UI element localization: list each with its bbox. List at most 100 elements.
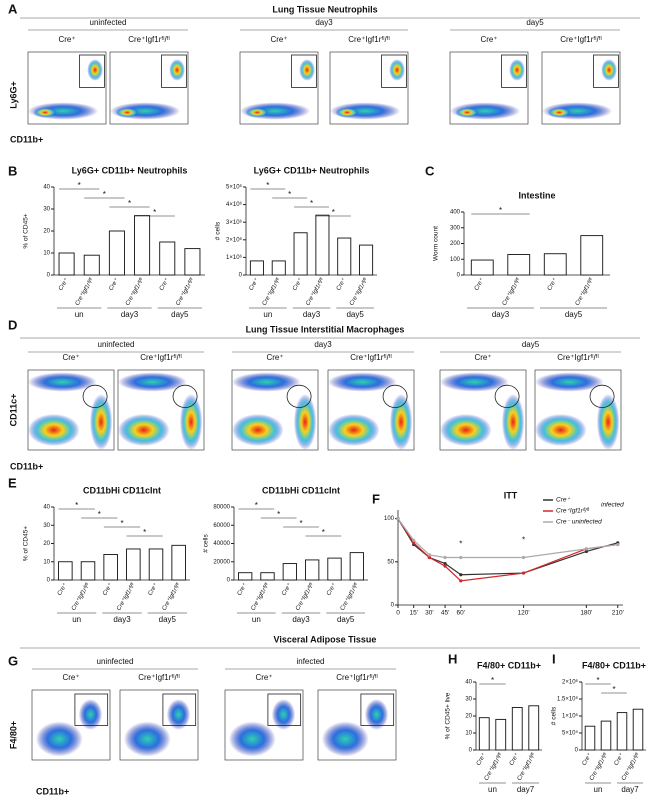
x-tick-label: 210' (612, 610, 624, 617)
cells (271, 699, 296, 730)
y-tick-label: 40000 (213, 541, 230, 547)
panel-label: B (8, 163, 17, 178)
bar (349, 552, 364, 581)
chart-title: CD11bHi CD11cInt (262, 485, 340, 495)
x-tick-label: Cre⁺ (581, 752, 594, 767)
significance: * (596, 676, 599, 685)
y-label: # cells (203, 534, 210, 553)
bar (528, 705, 540, 751)
cells (509, 59, 525, 81)
panel-label: G (8, 653, 18, 668)
x-tick-label: Cre⁺ (101, 582, 114, 597)
y-tick-label: 20 (43, 541, 50, 547)
bar (249, 260, 264, 276)
y-tick-label: 40 (465, 680, 472, 686)
x-tick-label: Cre⁺Igf1rᶠˡ/ᶠˡ (304, 276, 326, 307)
cells (89, 394, 113, 450)
cells (179, 394, 203, 450)
bar (83, 254, 100, 276)
genotype-label: Cre⁺ (58, 35, 75, 44)
y-tick-label: 0 (47, 578, 51, 584)
group-label: day5 (337, 615, 355, 624)
y-tick-label: 0 (47, 273, 51, 279)
y-tick-label: 100 (384, 516, 395, 522)
y-tick-label: 30 (465, 697, 472, 703)
significance: * (103, 190, 106, 199)
cells (232, 372, 301, 392)
significance: * (310, 199, 313, 208)
x-axis-label: CD11b+ (10, 134, 43, 144)
condition-label: day5 (522, 340, 540, 349)
group-label: un (75, 310, 84, 319)
bar (359, 244, 374, 276)
point (443, 555, 447, 560)
y-axis-label: CD11c+ (8, 394, 18, 427)
point (443, 561, 447, 566)
bar (80, 561, 96, 581)
bar (511, 707, 523, 751)
gate (291, 54, 317, 88)
x-tick-label: 45' (441, 610, 449, 617)
x-tick-label: Cre⁺ (108, 277, 121, 292)
significance: * (75, 501, 78, 510)
cells (535, 372, 604, 392)
section-title: Lung Tissue Neutrophils (272, 4, 377, 14)
group-label: day5 (346, 310, 364, 319)
x-tick-label: Cre⁺ (57, 277, 70, 292)
significance: * (277, 510, 280, 519)
panel-label: H (448, 651, 457, 666)
x-tick-label: 180' (580, 610, 592, 617)
bar (184, 248, 201, 276)
x-tick-label: Cre⁺Igf1rᶠˡ/ᶠˡ (339, 581, 361, 612)
panel-label: D (8, 317, 17, 332)
significance: * (153, 208, 156, 217)
bar (58, 561, 73, 581)
y-tick-label: 20 (43, 229, 50, 235)
gate (501, 54, 527, 88)
series-line (397, 518, 618, 559)
gate (79, 54, 105, 88)
y-label: # cells (551, 706, 558, 725)
group-label: day5 (565, 310, 583, 319)
bar (337, 237, 352, 276)
x-axis-label: CD11b+ (36, 786, 69, 796)
gate (381, 54, 407, 88)
chart-title: ITT (504, 490, 518, 500)
x-tick-label: Cre⁺ (508, 752, 521, 767)
point (584, 547, 588, 551)
x-tick-label: Cre⁺Igf1rᶠˡ/ᶠˡ (161, 581, 183, 612)
significance: * (299, 519, 302, 528)
significance: * (120, 519, 123, 528)
cells (328, 414, 380, 446)
significance: * (266, 181, 269, 190)
y-tick-label: 0 (239, 273, 243, 279)
bar (478, 717, 490, 751)
legend-label: Cre⁺Igf1rᶠˡ/ᶠˡ (556, 508, 590, 515)
point (616, 542, 620, 547)
bar (238, 572, 253, 581)
bar (260, 572, 275, 581)
bar (159, 241, 176, 276)
cells (245, 107, 269, 118)
group-label: day5 (159, 615, 177, 624)
bar (632, 708, 644, 751)
cells (596, 394, 620, 450)
x-tick-label: Cre⁺ (335, 277, 348, 292)
group-label: day3 (292, 615, 310, 624)
y-label: % of CD45+ (23, 213, 30, 248)
x-tick-label: 30' (425, 610, 433, 617)
bar (293, 232, 308, 276)
gate (494, 384, 520, 408)
genotype-label: Cre⁺ (255, 673, 272, 682)
cells (335, 107, 359, 118)
y-tick-label: 50 (387, 559, 394, 565)
gate (161, 54, 187, 88)
gate (162, 693, 197, 726)
chart-title: Ly6G+ CD11b+ Neutrophils (72, 165, 188, 175)
x-tick-label: Cre⁺ (280, 582, 293, 597)
genotype-label: Cre⁺ (474, 353, 491, 362)
x-tick-label: Cre⁺Igf1rᶠˡ/ᶠˡ (574, 276, 596, 307)
significance: * (499, 206, 502, 215)
